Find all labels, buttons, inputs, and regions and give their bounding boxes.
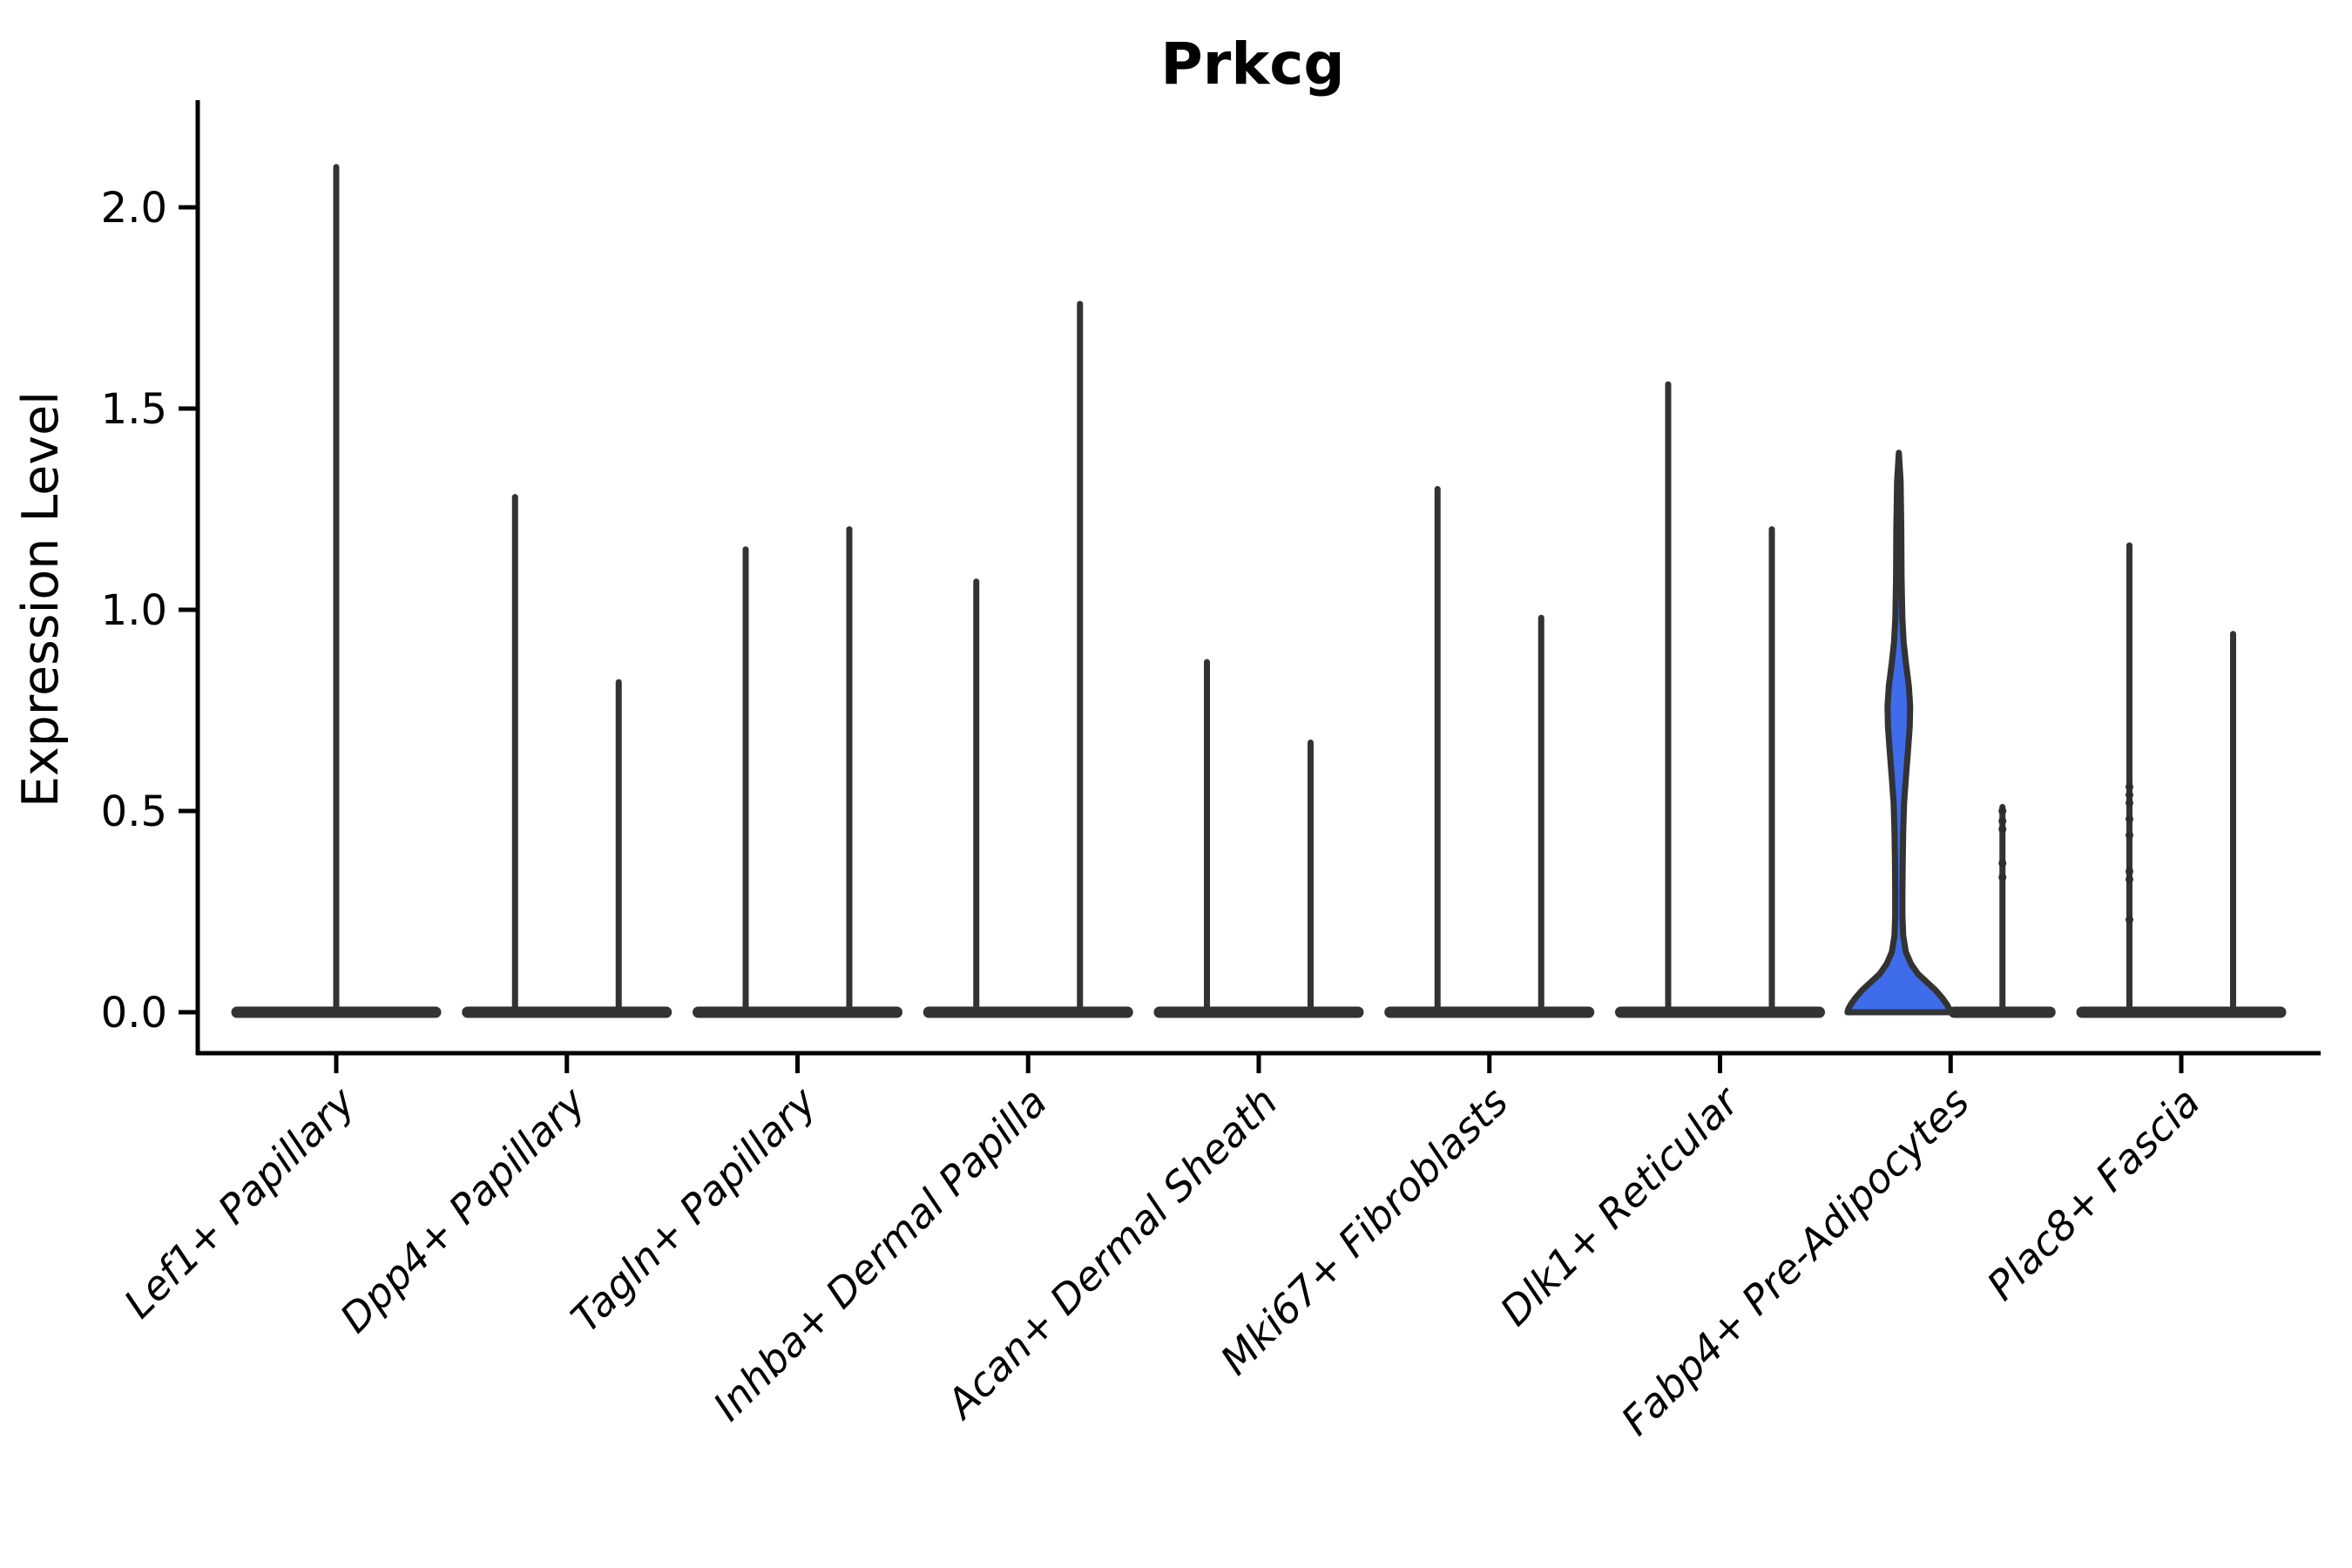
- y-tick-label: 2.0: [101, 184, 167, 233]
- x-tick-label: Dpp4+ Papillary: [331, 1078, 595, 1342]
- y-axis-label: Expression Level: [12, 391, 70, 808]
- expression-dot: [1998, 825, 2007, 834]
- y-tick-label: 0.0: [101, 989, 167, 1037]
- expression-dot: [2126, 791, 2133, 800]
- expression-dot: [2126, 916, 2133, 924]
- expression-dot: [2126, 831, 2133, 840]
- expression-dot: [2126, 867, 2133, 875]
- x-tick-label: Tagln+ Papillary: [562, 1078, 826, 1342]
- expression-dot: [2126, 875, 2133, 884]
- expression-dot: [2126, 799, 2133, 808]
- expression-dot: [1998, 817, 2007, 826]
- violin-body-filled: [1844, 449, 1954, 1016]
- expression-dot: [1998, 873, 2007, 882]
- y-tick-label: 1.5: [101, 385, 167, 434]
- expression-dot: [2126, 814, 2133, 823]
- expression-dot: [2126, 782, 2133, 791]
- expression-dot: [1998, 807, 2007, 815]
- y-tick-label: 1.0: [101, 586, 167, 635]
- y-tick-label: 0.5: [101, 787, 167, 836]
- x-tick-label: Plac8+ Fascia: [1977, 1078, 2208, 1309]
- x-tick-label: Lef1+ Papillary: [115, 1078, 364, 1327]
- chart-title: Prkcg: [1160, 30, 1344, 98]
- expression-dot: [1998, 859, 2007, 868]
- x-tick-label: Dlk1+ Reticular: [1491, 1076, 1750, 1335]
